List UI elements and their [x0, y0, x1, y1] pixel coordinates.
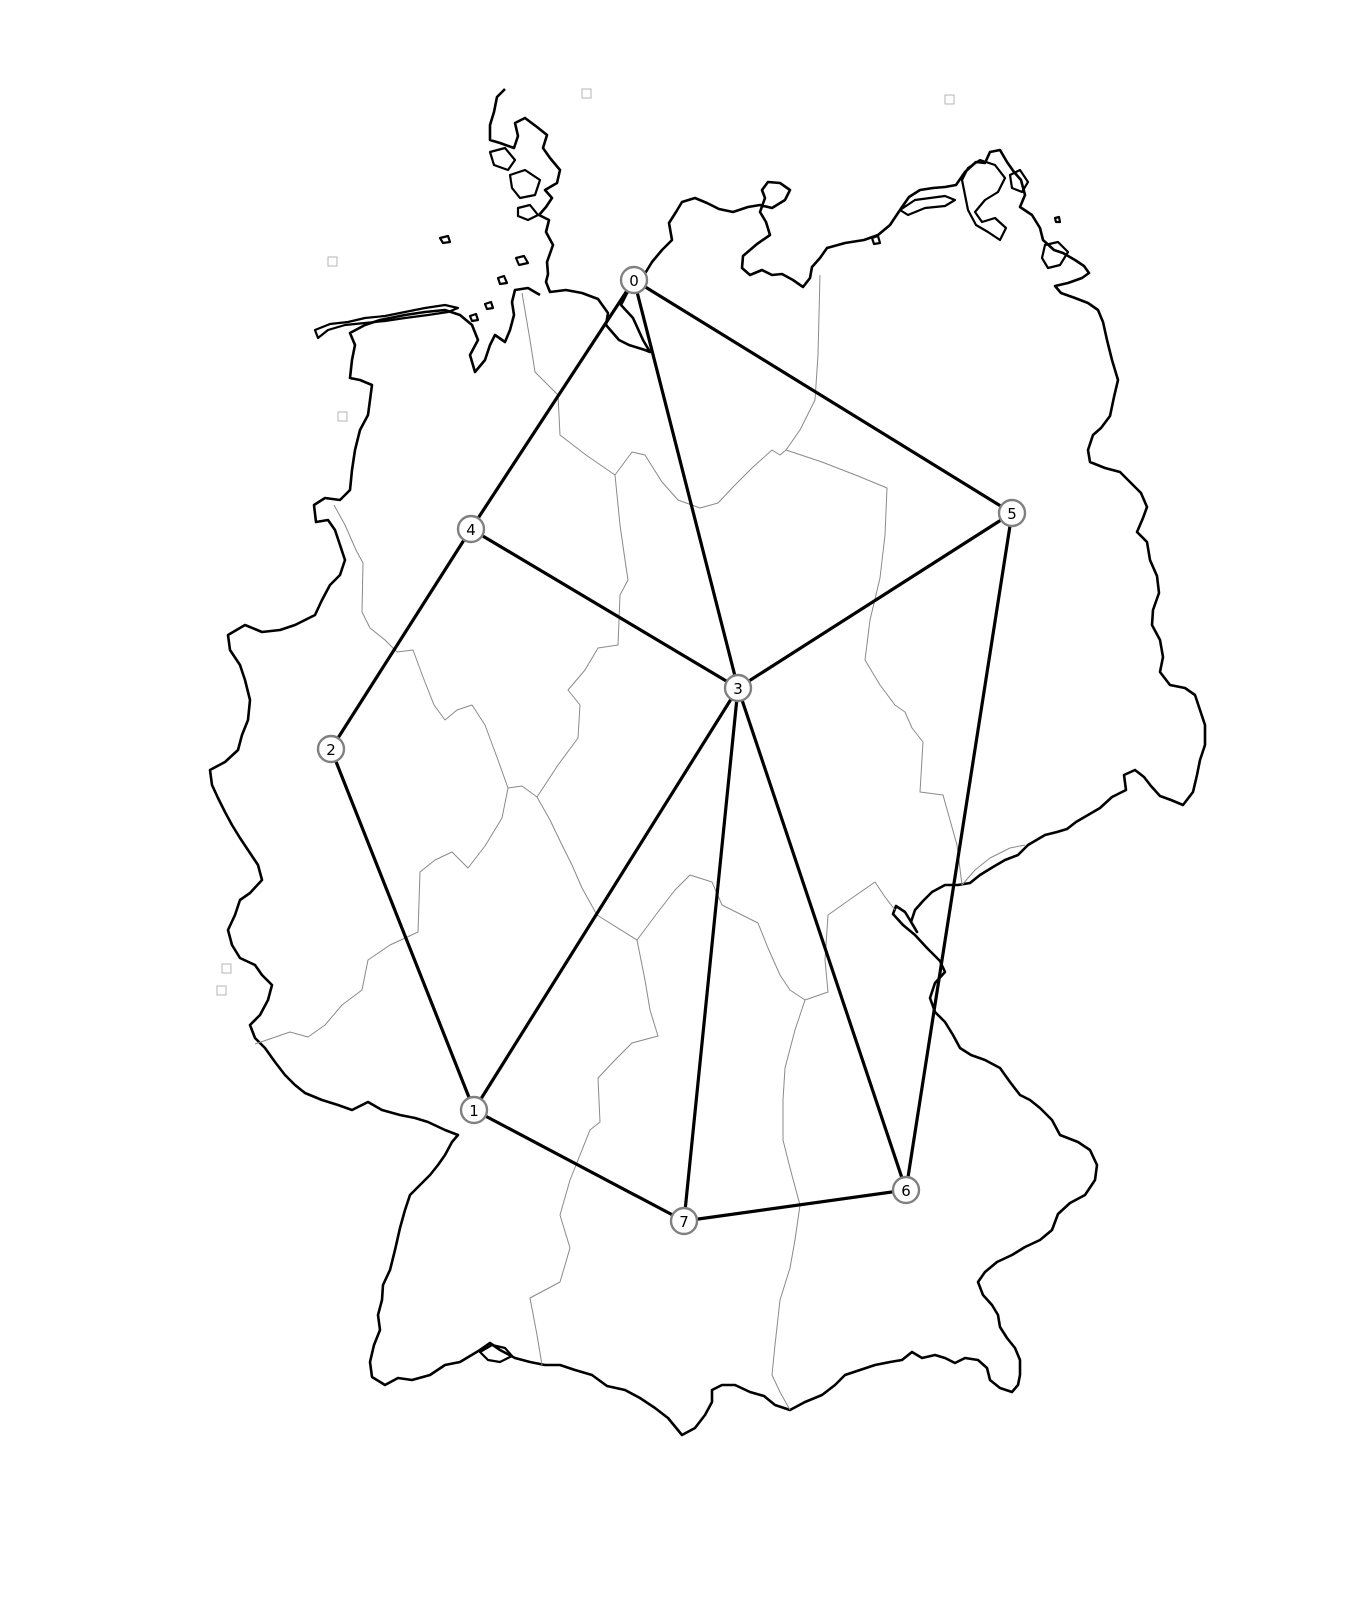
tile-markers — [216, 88, 955, 996]
marker-square — [581, 88, 592, 99]
graph-node-7: 7 — [669, 1206, 699, 1236]
graph-node-3: 3 — [723, 673, 753, 703]
graph-node-0: 0 — [619, 265, 649, 295]
graph-edges — [329, 278, 1014, 1223]
node-circle — [456, 514, 486, 544]
islands — [313, 146, 1070, 1364]
graph-node-1: 1 — [459, 1095, 489, 1125]
node-circle — [997, 498, 1027, 528]
graph-edge-3-7 — [682, 686, 740, 1223]
graph-node-4: 4 — [456, 514, 486, 544]
graph-edge-0-3 — [632, 278, 740, 690]
graph-edge-0-5 — [632, 278, 1014, 515]
graph-edge-2-1 — [329, 747, 476, 1112]
node-circle — [723, 673, 753, 703]
graph-nodes: 0 1 2 3 4 5 6 7 — [316, 265, 1027, 1236]
node-label: 3 — [733, 680, 743, 698]
marker-square — [944, 94, 955, 105]
graph-node-2: 2 — [316, 734, 346, 764]
marker-square — [337, 411, 348, 422]
graph-edge-0-4 — [469, 278, 636, 531]
node-circle — [619, 265, 649, 295]
graph-edge-5-3 — [736, 511, 1014, 690]
graph-edge-3-6 — [736, 686, 908, 1192]
node-label: 4 — [466, 521, 476, 539]
country-outline — [208, 88, 1207, 1437]
graph-node-5: 5 — [997, 498, 1027, 528]
graph-edge-4-3 — [469, 527, 740, 690]
node-label: 7 — [679, 1213, 689, 1231]
state-borders — [254, 274, 1026, 1411]
node-label: 2 — [326, 741, 336, 759]
graph-edge-4-2 — [329, 527, 473, 751]
graph-edge-1-7 — [472, 1108, 686, 1223]
node-circle — [459, 1095, 489, 1125]
graph-edge-7-6 — [682, 1188, 908, 1223]
graph-edge-5-6 — [904, 511, 1014, 1192]
node-label: 1 — [469, 1102, 479, 1120]
graph-node-6: 6 — [891, 1175, 921, 1205]
node-label: 6 — [901, 1182, 911, 1200]
marker-square — [221, 963, 232, 974]
marker-square — [327, 256, 338, 267]
node-label: 5 — [1007, 505, 1017, 523]
marker-square — [216, 985, 227, 996]
node-circle — [669, 1206, 699, 1236]
node-circle — [316, 734, 346, 764]
graph-edge-3-1 — [472, 686, 740, 1112]
node-label: 0 — [629, 272, 639, 290]
node-circle — [891, 1175, 921, 1205]
